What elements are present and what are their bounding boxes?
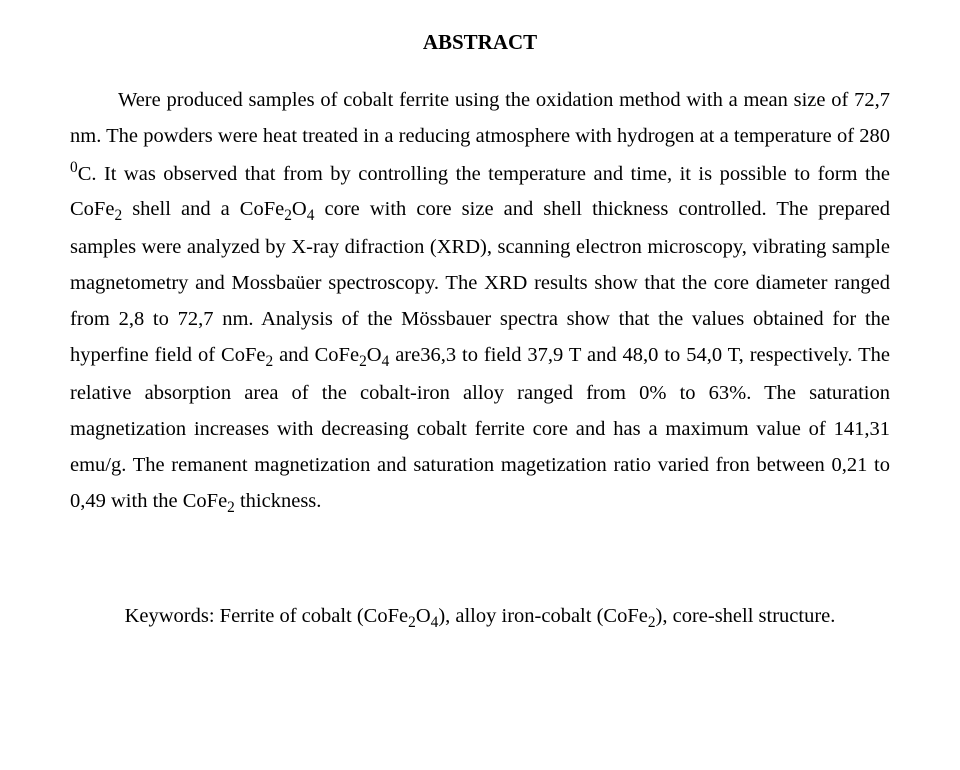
abstract-title: ABSTRACT bbox=[70, 30, 890, 55]
abstract-body: Were produced samples of cobalt ferrite … bbox=[70, 83, 890, 522]
keywords-line: Keywords: Ferrite of cobalt (CoFe2O4), a… bbox=[70, 600, 890, 636]
document-page: ABSTRACT Were produced samples of cobalt… bbox=[0, 0, 960, 665]
